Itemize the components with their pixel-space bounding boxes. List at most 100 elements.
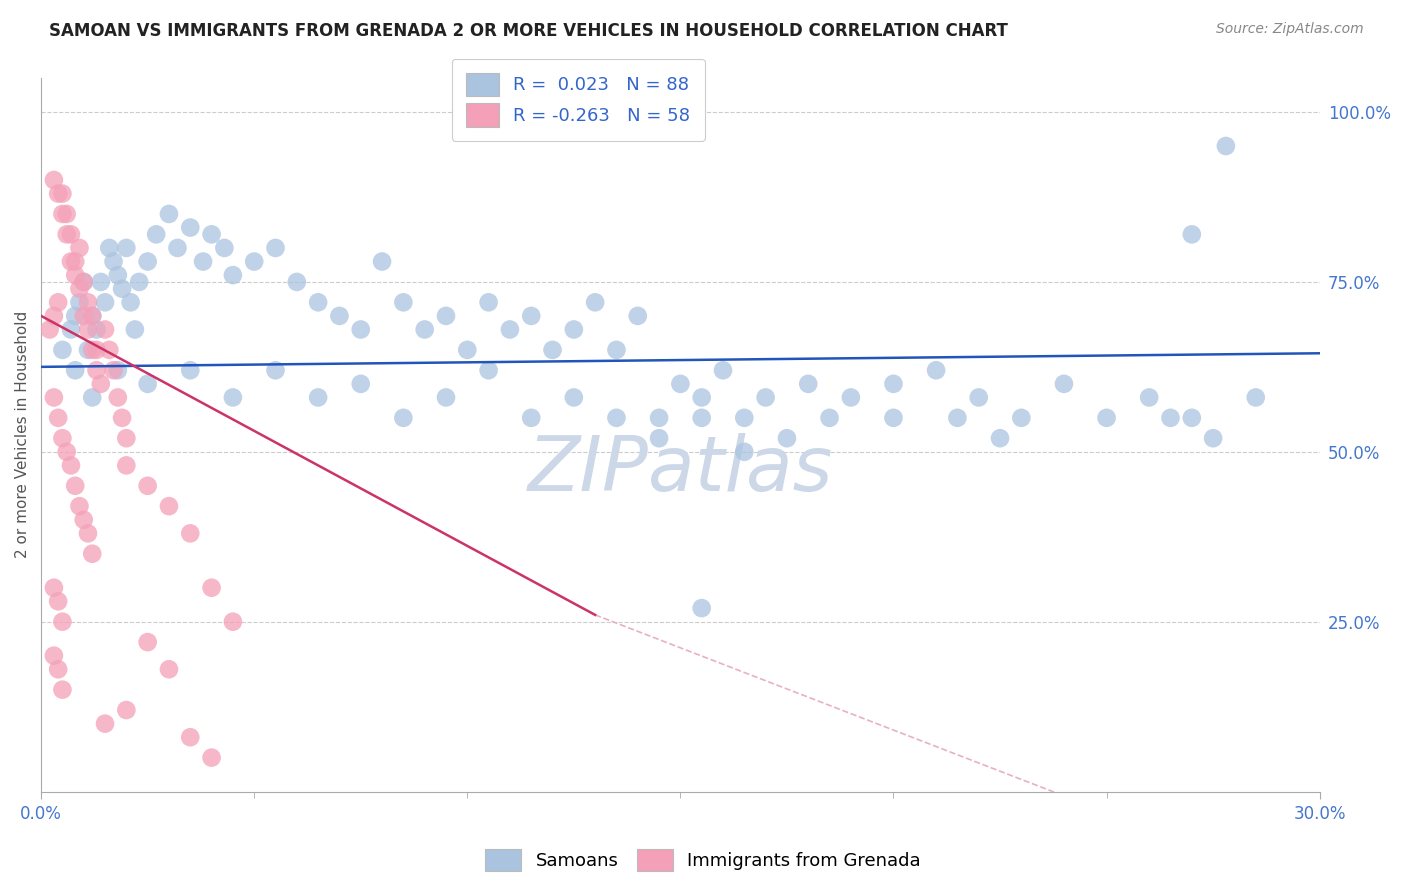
Point [59,254,82,268]
Legend: Samoans, Immigrants from Grenada: Samoans, Immigrants from Grenada [478,842,928,879]
Point [882,376,904,391]
Point [59,322,82,336]
Point [583,295,606,310]
Point [478,363,501,377]
Point [63,254,86,268]
Point [562,391,585,405]
Point [73,275,96,289]
Point [733,445,755,459]
Point [82,547,104,561]
Point [350,322,373,336]
Point [115,241,138,255]
Point [51,682,73,697]
Point [1181,410,1204,425]
Point [115,431,138,445]
Point [946,410,969,425]
Point [839,391,862,405]
Text: ZIPatlas: ZIPatlas [527,434,834,508]
Point [200,227,222,242]
Point [392,410,415,425]
Point [478,295,501,310]
Point [882,410,904,425]
Point [690,601,713,615]
Point [157,662,180,676]
Point [107,363,129,377]
Point [86,363,108,377]
Point [115,458,138,473]
Legend: R =  0.023   N = 88, R = -0.263   N = 58: R = 0.023 N = 88, R = -0.263 N = 58 [451,59,704,141]
Point [988,431,1011,445]
Point [1010,410,1032,425]
Point [413,322,436,336]
Point [562,322,585,336]
Point [103,254,125,268]
Point [1244,391,1267,405]
Point [77,343,100,357]
Text: Source: ZipAtlas.com: Source: ZipAtlas.com [1216,22,1364,37]
Point [1095,410,1118,425]
Point [73,275,96,289]
Point [1181,227,1204,242]
Point [541,343,564,357]
Point [1053,376,1076,391]
Point [124,322,146,336]
Point [818,410,841,425]
Point [371,254,394,268]
Point [107,268,129,282]
Point [456,343,478,357]
Point [86,322,108,336]
Point [82,309,104,323]
Point [307,295,329,310]
Point [77,295,100,310]
Point [42,173,65,187]
Point [63,363,86,377]
Point [86,343,108,357]
Point [499,322,522,336]
Point [434,391,457,405]
Point [51,431,73,445]
Point [46,186,69,201]
Point [94,322,117,336]
Point [179,730,201,744]
Point [1160,410,1182,425]
Point [222,615,245,629]
Point [1137,391,1160,405]
Point [55,227,77,242]
Point [51,615,73,629]
Point [1215,139,1237,153]
Point [797,376,820,391]
Point [200,750,222,764]
Point [59,458,82,473]
Point [69,499,91,513]
Point [214,241,236,255]
Point [967,391,990,405]
Point [136,254,159,268]
Point [46,410,69,425]
Point [434,309,457,323]
Point [82,343,104,357]
Point [243,254,266,268]
Point [776,431,799,445]
Point [120,295,142,310]
Point [605,410,627,425]
Point [77,322,100,336]
Point [166,241,188,255]
Point [90,376,112,391]
Point [157,499,180,513]
Point [46,662,69,676]
Point [328,309,350,323]
Point [69,295,91,310]
Point [73,309,96,323]
Point [69,282,91,296]
Point [55,207,77,221]
Point [94,716,117,731]
Point [98,343,121,357]
Point [51,343,73,357]
Point [136,635,159,649]
Point [94,295,117,310]
Point [46,295,69,310]
Point [925,363,948,377]
Point [111,410,134,425]
Point [1202,431,1225,445]
Point [179,363,201,377]
